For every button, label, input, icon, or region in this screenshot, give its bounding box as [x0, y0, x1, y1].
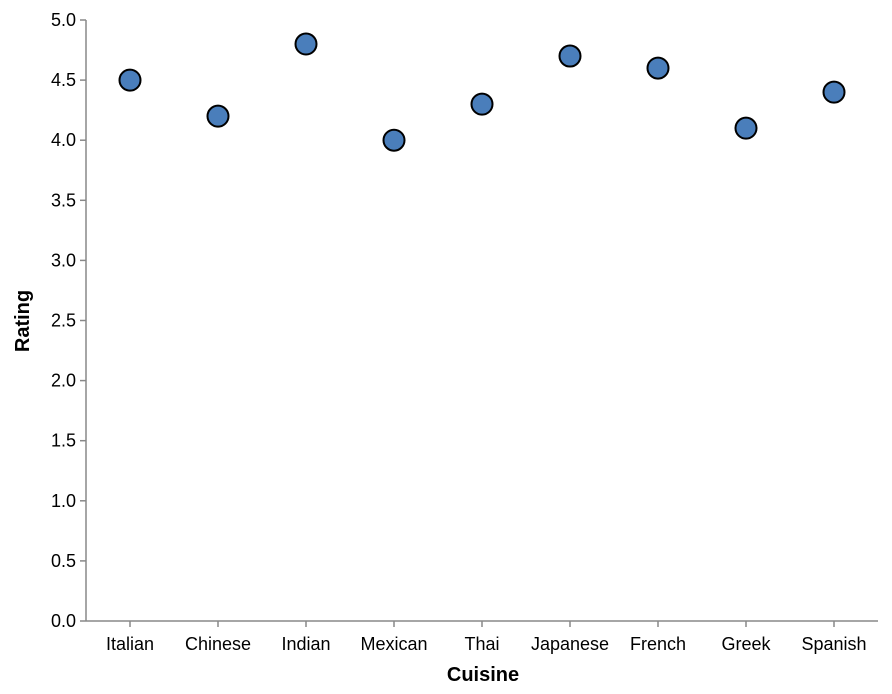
y-tick-label: 4.5	[51, 70, 76, 90]
plot-area	[118, 32, 846, 152]
data-point	[206, 104, 230, 128]
data-point	[294, 32, 318, 56]
data-point	[734, 116, 758, 140]
y-tick-label: 5.0	[51, 10, 76, 30]
data-point	[646, 56, 670, 80]
x-tick-label: Italian	[106, 634, 154, 654]
x-tick-label: Spanish	[801, 634, 866, 654]
x-tick-label: Indian	[281, 634, 330, 654]
y-tick-label: 2.0	[51, 371, 76, 391]
data-point	[470, 92, 494, 116]
y-tick-label: 3.5	[51, 190, 76, 210]
y-tick-label: 0.5	[51, 551, 76, 571]
data-point	[382, 128, 406, 152]
x-tick-label: Chinese	[185, 634, 251, 654]
x-axis-title: Cuisine	[447, 664, 519, 686]
x-tick-label: Thai	[464, 634, 499, 654]
x-tick-label: Mexican	[360, 634, 427, 654]
y-axis: 0.0 0.5 1.0 1.5 2.0 2.5 3.0 3.5 4.0 4.5 5.0	[51, 10, 87, 631]
y-tick-label: 3.0	[51, 250, 76, 270]
y-tick-label: 0.0	[51, 611, 76, 631]
y-tick-label: 1.0	[51, 491, 76, 511]
x-tick-label: French	[630, 634, 686, 654]
y-tick-label: 4.0	[51, 130, 76, 150]
y-axis-title: Rating	[12, 290, 34, 352]
x-tick-label: Japanese	[531, 634, 609, 654]
x-tick-label: Greek	[721, 634, 771, 654]
y-tick-label: 2.5	[51, 311, 76, 331]
y-tick-label: 1.5	[51, 431, 76, 451]
data-point	[558, 44, 582, 68]
x-axis: Italian Chinese Indian Mexican Thai Japanese F…	[86, 620, 878, 654]
data-point	[822, 80, 846, 104]
data-point	[118, 68, 142, 92]
